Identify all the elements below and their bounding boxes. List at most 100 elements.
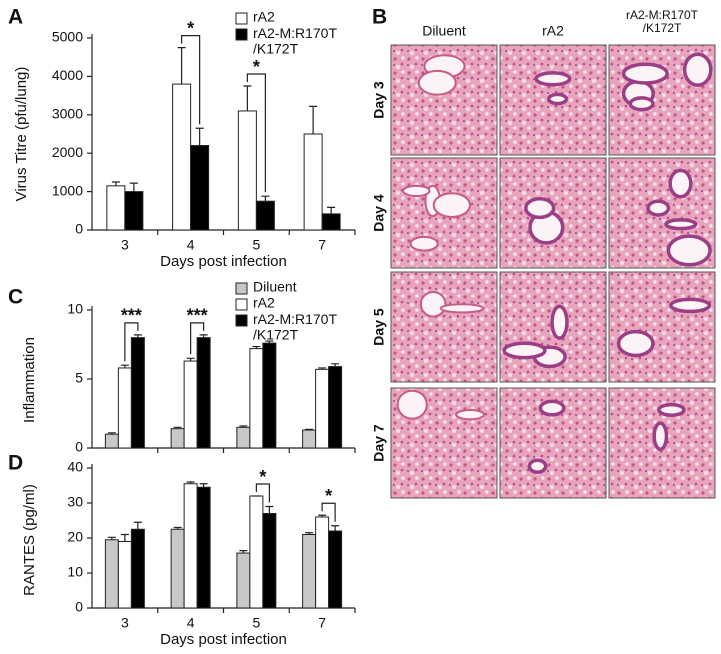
y-tick-label: 10 — [67, 301, 83, 317]
bar — [249, 495, 264, 609]
bar — [117, 541, 132, 609]
column-label: Diluent — [422, 23, 466, 39]
column-label: rA2 — [542, 23, 564, 39]
lumen — [682, 52, 713, 87]
legend-label: rA2 — [253, 9, 275, 25]
lumen — [652, 421, 669, 451]
bar — [124, 191, 144, 231]
y-tick-label: 4000 — [52, 67, 83, 83]
error-bar — [265, 340, 274, 344]
error-bar — [265, 505, 274, 514]
y-tick-label: 0 — [75, 439, 83, 455]
lumen — [417, 69, 457, 96]
significance-bracket — [321, 502, 336, 522]
error-bar — [239, 425, 248, 428]
row-label: Day 5 — [371, 308, 387, 346]
bar — [106, 185, 126, 231]
bar — [315, 368, 330, 449]
bar — [130, 528, 145, 609]
error-bar — [305, 428, 314, 431]
x-tick-label: 3 — [121, 615, 129, 631]
lumen — [502, 341, 547, 360]
error-bar — [111, 181, 120, 186]
lumen — [666, 234, 712, 267]
x-tick-label: 4 — [187, 237, 195, 253]
bar — [236, 426, 251, 449]
bar — [328, 366, 343, 449]
error-bar — [318, 514, 327, 517]
error-bar — [173, 426, 182, 429]
column-label: rA2-M:R170T/K172T — [626, 8, 699, 35]
significance-bracket — [124, 322, 139, 362]
bar — [190, 145, 210, 231]
row-label: Day 4 — [371, 194, 387, 232]
y-tick-label: 1000 — [52, 182, 83, 198]
bar — [170, 528, 185, 609]
significance-label: * — [325, 486, 332, 506]
lumen — [396, 389, 428, 420]
bar — [262, 342, 277, 449]
x-tick-label: 7 — [318, 237, 326, 253]
lumen — [419, 290, 447, 318]
bar — [302, 534, 317, 609]
bar — [183, 483, 198, 609]
significance-label: *** — [121, 306, 142, 326]
histology-image — [608, 44, 716, 156]
legend-swatch — [235, 282, 248, 295]
error-bar — [305, 532, 314, 535]
error-bar — [107, 432, 116, 435]
legend-swatch — [235, 298, 248, 311]
y-tick-label: 20 — [67, 529, 83, 545]
significance-label: * — [187, 18, 194, 38]
lumen — [527, 458, 548, 474]
bar — [302, 429, 317, 449]
error-bar — [133, 334, 142, 338]
lumen — [538, 399, 566, 417]
lumen — [432, 192, 471, 218]
error-bar — [261, 195, 270, 202]
histology-image — [499, 387, 607, 499]
bar — [196, 337, 211, 449]
bar — [172, 83, 192, 231]
histology-image — [608, 271, 716, 383]
y-tick-label: 10 — [67, 564, 83, 580]
x-tick-label: 5 — [252, 615, 260, 631]
x-tick-label: 3 — [121, 237, 129, 253]
lumen — [628, 96, 655, 112]
legend-swatch — [235, 314, 248, 327]
bar — [104, 433, 119, 449]
lumen — [646, 199, 671, 217]
y-tick-label: 0 — [75, 599, 83, 615]
lumen — [621, 62, 669, 85]
y-tick-label: 2000 — [52, 144, 83, 160]
x-tick-label: 4 — [187, 615, 195, 631]
lumen — [550, 304, 569, 340]
histology-image — [390, 157, 498, 269]
bar — [321, 213, 341, 231]
error-bar — [331, 525, 340, 531]
bar — [328, 530, 343, 609]
significance-label: * — [253, 57, 260, 77]
lumen — [455, 409, 485, 421]
y-tick-label: 0 — [75, 221, 83, 237]
bar — [315, 516, 330, 609]
tissue — [608, 271, 716, 383]
error-bar — [120, 364, 129, 368]
bar — [303, 133, 323, 231]
error-bar — [107, 536, 116, 540]
y-tick-label: 30 — [67, 494, 83, 510]
panel-label: D — [8, 452, 23, 475]
panel-label: A — [8, 6, 23, 29]
legend-label: Diluent — [253, 279, 297, 295]
lumen — [409, 235, 439, 252]
x-axis-label: Days post infection — [160, 631, 287, 648]
error-bar — [195, 127, 204, 146]
y-tick-label: 3000 — [52, 106, 83, 122]
row-label: Day 3 — [371, 81, 387, 119]
histology-image — [499, 44, 607, 156]
error-bar — [327, 206, 336, 214]
lumen — [664, 218, 698, 231]
lumen — [402, 184, 431, 197]
y-axis-label: Inflammation — [21, 337, 38, 423]
